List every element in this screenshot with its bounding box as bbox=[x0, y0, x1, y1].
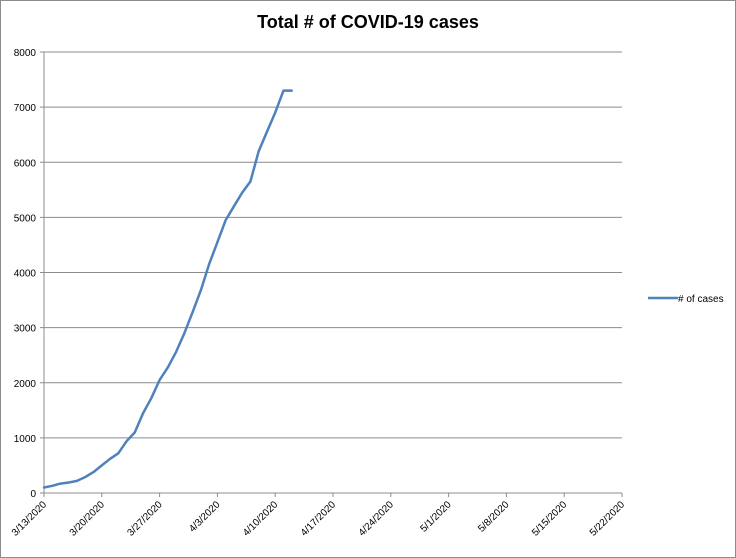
y-tick-label: 5000 bbox=[14, 213, 37, 224]
x-tick-label: 3/27/2020 bbox=[125, 499, 165, 539]
y-tick-label: 0 bbox=[30, 489, 36, 500]
series-line bbox=[42, 89, 293, 489]
x-tick-label: 4/24/2020 bbox=[357, 499, 397, 539]
x-tick-label: 5/8/2020 bbox=[476, 499, 512, 535]
legend-label: # of cases bbox=[678, 294, 724, 305]
x-tick-label: 3/20/2020 bbox=[68, 499, 108, 539]
y-tick-label: 8000 bbox=[14, 48, 37, 59]
y-tick-label: 2000 bbox=[14, 379, 37, 390]
x-tick-label: 5/15/2020 bbox=[530, 499, 570, 539]
y-tick-label: 6000 bbox=[14, 158, 37, 169]
y-tick-label: 3000 bbox=[14, 324, 37, 335]
y-axis-ticks: 0 1000 2000 3000 4000 5000 6000 7000 8000 bbox=[14, 48, 44, 500]
y-tick-label: 1000 bbox=[14, 434, 37, 445]
gridlines bbox=[44, 51, 622, 439]
x-tick-label: 5/1/2020 bbox=[418, 499, 454, 535]
legend: # of cases bbox=[648, 294, 724, 305]
y-tick-label: 4000 bbox=[14, 269, 37, 280]
x-tick-label: 3/13/2020 bbox=[10, 499, 50, 539]
x-axis-ticks: 3/13/2020 3/20/2020 3/27/2020 4/3/2020 4/10/… bbox=[10, 493, 628, 539]
x-tick-label: 4/10/2020 bbox=[241, 499, 281, 539]
y-tick-label: 7000 bbox=[14, 103, 37, 114]
series-group bbox=[42, 89, 293, 489]
chart-title: Total # of COVID-19 cases bbox=[257, 12, 479, 32]
x-tick-label: 5/22/2020 bbox=[588, 499, 628, 539]
x-tick-label: 4/17/2020 bbox=[299, 499, 339, 539]
x-tick-label: 4/3/2020 bbox=[187, 499, 223, 535]
